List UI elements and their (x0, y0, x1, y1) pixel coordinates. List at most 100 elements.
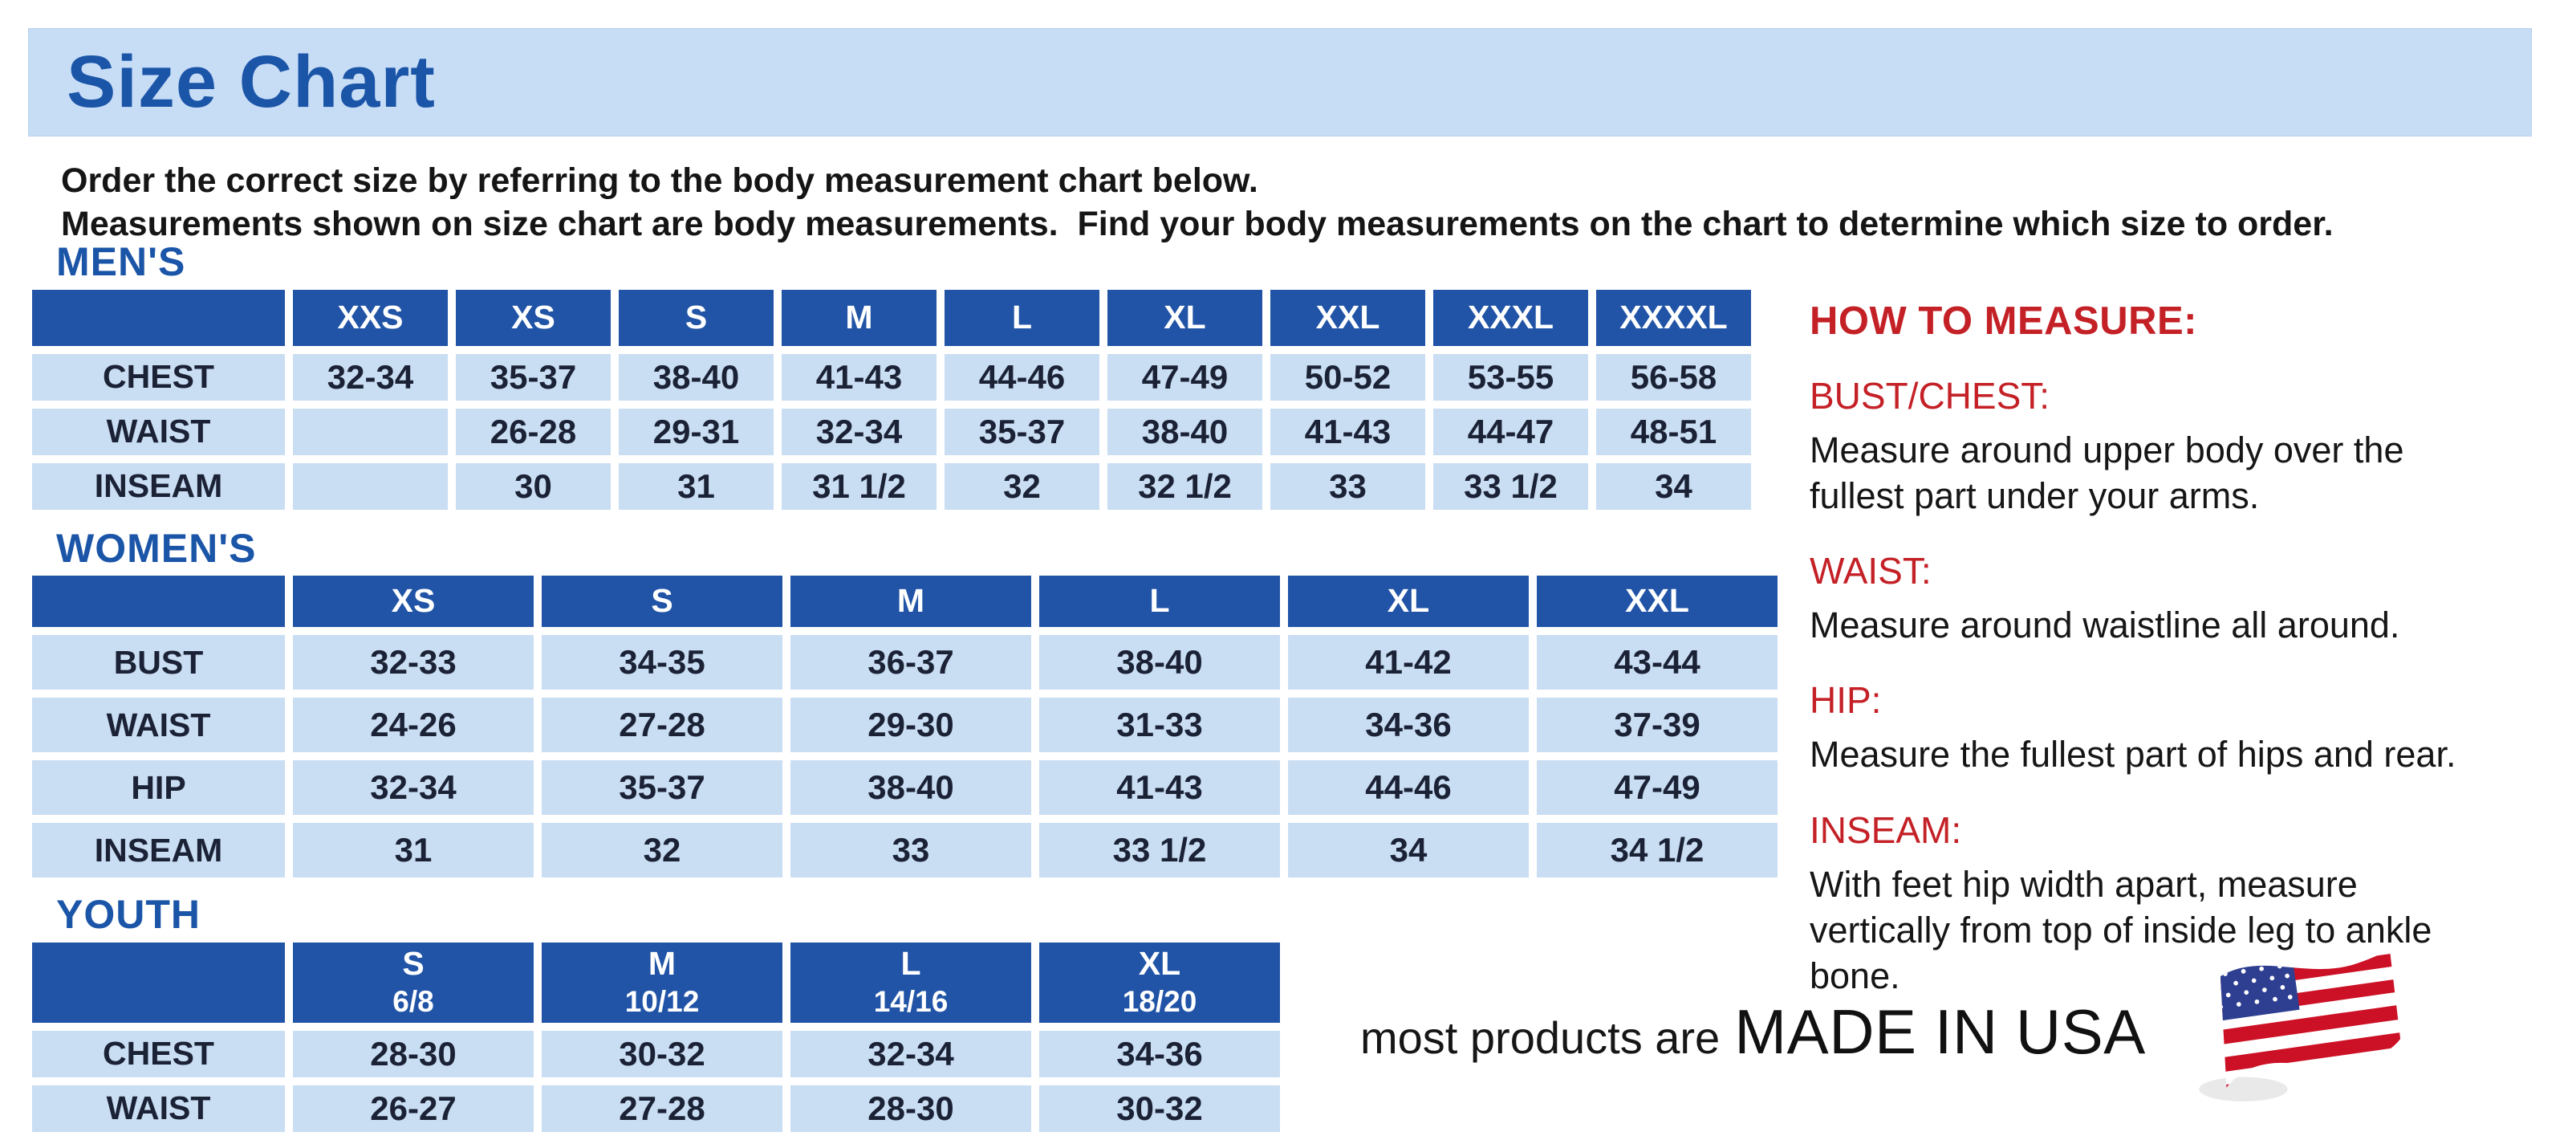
row-label-cell: INSEAM (32, 462, 285, 510)
womens-size-table: XS S M L XL XXL BUST 32-33 34-35 36-37 38-40 41-42 4… (24, 568, 1786, 886)
data-cell: 35-37 (456, 353, 611, 401)
made-in-usa-text: most products are MADE IN USA (1360, 995, 2146, 1069)
made-in-usa-main: MADE IN USA (1734, 995, 2146, 1067)
corner-header-cell (32, 289, 285, 346)
measure-label-bust-chest: BUST/CHEST: (1810, 375, 2050, 417)
measure-label-hip: HIP: (1810, 679, 1882, 722)
intro-line-1: Order the correct size by referring to t… (61, 161, 1258, 200)
data-cell: 32 (542, 823, 782, 877)
data-cell: 34-35 (542, 635, 782, 690)
size-header-cell: S (619, 289, 774, 346)
data-cell: 38-40 (1107, 408, 1262, 455)
size-header-cell: L (1039, 576, 1280, 627)
data-cell: 31 (619, 462, 774, 510)
section-label-womens: WOMEN'S (56, 525, 257, 571)
data-cell: 28-30 (790, 1085, 1031, 1132)
data-cell: 38-40 (619, 353, 774, 401)
data-cell: 24-26 (293, 698, 534, 752)
data-cell: 44-47 (1433, 408, 1588, 455)
data-cell: 34 (1288, 823, 1529, 877)
title-band: Size Chart (28, 28, 2532, 136)
data-cell: 30-32 (1039, 1085, 1280, 1132)
row-label-cell: INSEAM (32, 823, 285, 877)
data-cell: 29-30 (790, 698, 1031, 752)
intro-text: Order the correct size by referring to t… (61, 159, 2509, 246)
data-cell: 38-40 (1039, 635, 1280, 690)
how-to-measure-title: HOW TO MEASURE: (1810, 299, 2197, 343)
data-cell: 28-30 (293, 1030, 534, 1077)
page-title: Size Chart (67, 41, 436, 123)
size-header-cell: S 6/8 (293, 942, 534, 1023)
data-cell: 47-49 (1537, 760, 1778, 815)
size-header-cell: XL 18/20 (1039, 942, 1280, 1023)
data-cell: 56-58 (1596, 353, 1751, 401)
data-cell: 37-39 (1537, 698, 1778, 752)
size-header-cell: S (542, 576, 782, 627)
size-header-cell: XL (1107, 289, 1262, 346)
us-flag-icon (2199, 948, 2400, 1101)
row-label-cell: WAIST (32, 698, 285, 752)
data-cell: 26-28 (456, 408, 611, 455)
size-header-cell: XXXL (1433, 289, 1588, 346)
size-header-cell: XXXXL (1596, 289, 1751, 346)
measure-text-hip: Measure the fullest part of hips and rea… (1810, 734, 2456, 776)
data-cell: 32-34 (782, 408, 937, 455)
data-cell: 32-34 (790, 1030, 1031, 1077)
made-in-usa-prefix: most products are (1360, 1012, 1721, 1063)
row-label-cell: BUST (32, 635, 285, 690)
size-header-cell: XXL (1270, 289, 1425, 346)
section-label-youth: YOUTH (56, 892, 201, 937)
data-cell: 41-42 (1288, 635, 1529, 690)
data-cell: 30 (456, 462, 611, 510)
data-cell: 35-37 (945, 408, 1099, 455)
measure-label-inseam: INSEAM: (1810, 808, 1962, 851)
size-header-cell: L 14/16 (790, 942, 1031, 1023)
data-cell: 53-55 (1433, 353, 1588, 401)
data-cell: 35-37 (542, 760, 782, 815)
data-cell: 32-34 (293, 760, 534, 815)
size-header-cell: XL (1288, 576, 1529, 627)
made-in-usa: most products are MADE IN USA (1360, 943, 2516, 1120)
row-label-cell: WAIST (32, 408, 285, 455)
data-cell: 50-52 (1270, 353, 1425, 401)
data-cell: 44-46 (945, 353, 1099, 401)
data-cell: 36-37 (790, 635, 1031, 690)
data-cell: 38-40 (790, 760, 1031, 815)
data-cell: 26-27 (293, 1085, 534, 1132)
data-cell: 27-28 (542, 698, 782, 752)
size-header-cell: M 10/12 (542, 942, 782, 1023)
row-label-cell: CHEST (32, 1030, 285, 1077)
measure-text-bust-chest: Measure around upper body over the fulle… (1810, 430, 2404, 517)
size-header-cell: XS (456, 289, 611, 346)
data-cell: 41-43 (782, 353, 937, 401)
mens-size-table: XXS XS S M L XL XXL XXXL XXXXL CHEST 32-34 35-37 38-… (24, 282, 1759, 518)
measure-label-waist: WAIST: (1810, 550, 1932, 592)
data-cell: 47-49 (1107, 353, 1262, 401)
corner-header-cell (32, 942, 285, 1023)
data-cell (293, 408, 448, 455)
data-cell: 31-33 (1039, 698, 1280, 752)
data-cell: 31 (293, 823, 534, 877)
youth-size-table: S 6/8 M 10/12 L 14/16 XL 18/20 CHEST 28-30 30-32 32… (24, 934, 1288, 1140)
size-header-cell: L (945, 289, 1099, 346)
data-cell: 34-36 (1039, 1030, 1280, 1077)
how-to-measure-panel: HOW TO MEASURE: BUST/CHEST: Measure arou… (1810, 299, 2500, 999)
data-cell: 32-33 (293, 635, 534, 690)
data-cell: 44-46 (1288, 760, 1529, 815)
data-cell: 41-43 (1270, 408, 1425, 455)
data-cell: 32-34 (293, 353, 448, 401)
row-label-cell: WAIST (32, 1085, 285, 1132)
row-label-cell: CHEST (32, 353, 285, 401)
size-tables: MEN'S XXS XS S M L XL XXL XXXL XXXXL CHEST 32-34 35… (32, 241, 1798, 1132)
size-header-cell: M (782, 289, 937, 346)
data-cell: 32 (945, 462, 1099, 510)
size-header-cell: XXS (293, 289, 448, 346)
data-cell: 31 1/2 (782, 462, 937, 510)
size-header-cell: M (790, 576, 1031, 627)
data-cell: 30-32 (542, 1030, 782, 1077)
data-cell: 33 (1270, 462, 1425, 510)
size-header-cell: XS (293, 576, 534, 627)
data-cell: 32 1/2 (1107, 462, 1262, 510)
data-cell: 34 (1596, 462, 1751, 510)
data-cell: 43-44 (1537, 635, 1778, 690)
